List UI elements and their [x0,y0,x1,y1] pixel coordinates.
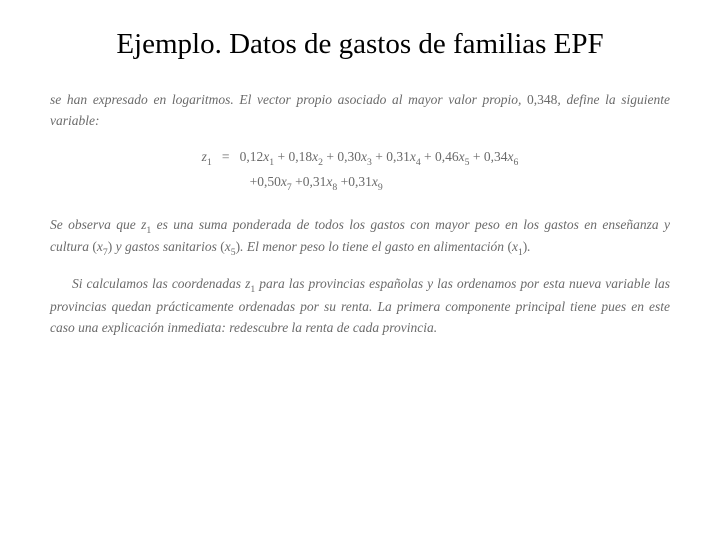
z1-ref: z1 [141,217,151,232]
slide-container: Ejemplo. Datos de gastos de familias EPF… [0,0,720,540]
x1-ref: x1 [512,239,523,254]
x5-ref: x5 [225,239,236,254]
body-text-block: se han expresado en logaritmos. El vecto… [50,90,670,338]
z1-ref-2: z1 [245,276,255,291]
equation-wrap: z1 = 0,12x1 + 0,18x2 + 0,30x3 + 0,31x4 +… [202,146,519,196]
conclusion-paragraph: Si calculamos las coordenadas z1 para la… [50,274,670,339]
equation-line-1: z1 = 0,12x1 + 0,18x2 + 0,30x3 + 0,31x4 +… [202,146,519,171]
equation-block: z1 = 0,12x1 + 0,18x2 + 0,30x3 + 0,31x4 +… [50,146,670,196]
slide-title: Ejemplo. Datos de gastos de familias EPF [50,26,670,62]
x7-ref: x7 [97,239,108,254]
intro-paragraph: se han expresado en logaritmos. El vecto… [50,90,670,132]
equation-line-2: +0,50x7 +0,31x8 +0,31x9 [202,171,519,196]
observation-paragraph: Se observa que z1 es una suma ponderada … [50,215,670,261]
p1-pre: se han expresado en logaritmos. El vecto… [50,92,527,107]
eigenvalue: 0,348 [527,92,557,107]
